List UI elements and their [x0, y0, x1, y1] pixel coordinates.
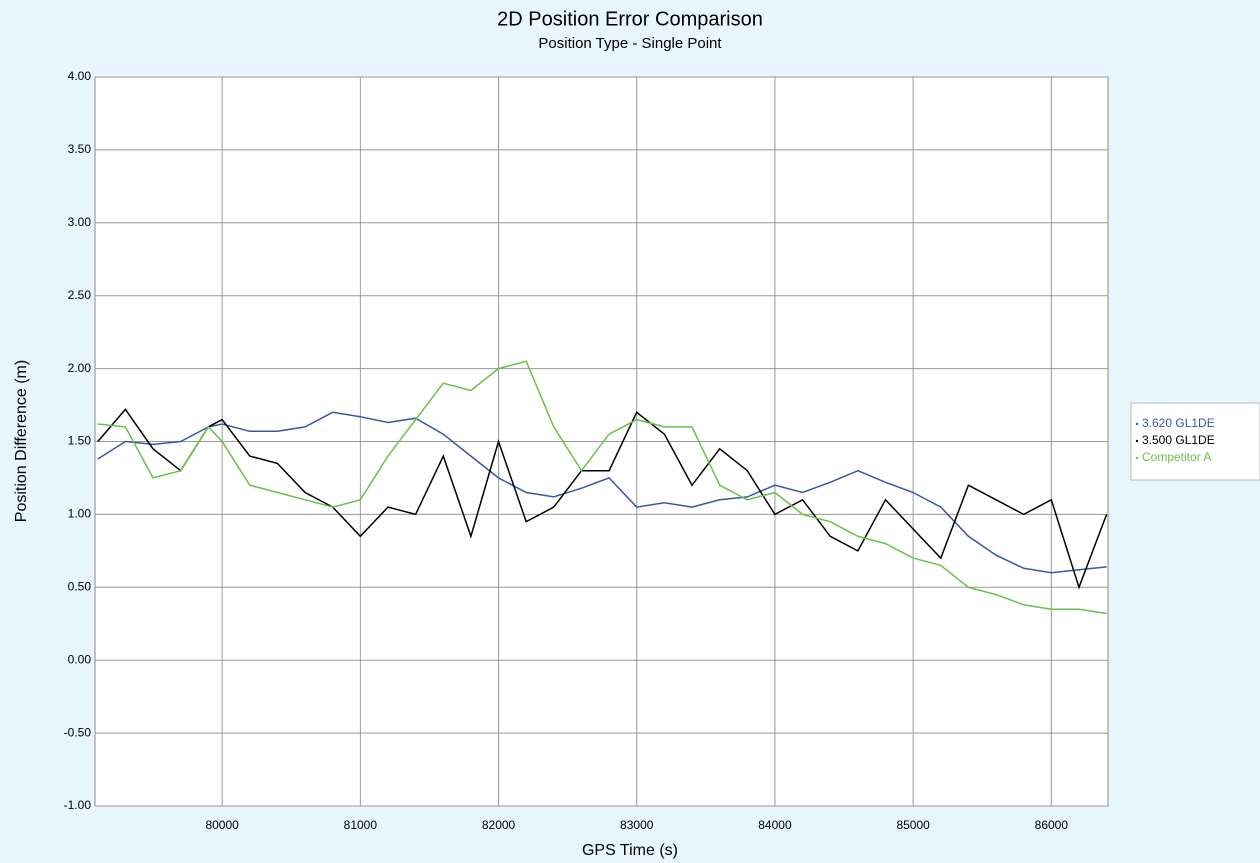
- x-tick-label: 84000: [758, 818, 792, 832]
- legend-label: 3.620 GL1DE: [1142, 416, 1215, 430]
- series-line: [97, 411, 1107, 574]
- x-tick-label: 81000: [344, 818, 378, 832]
- x-tick-label: 80000: [205, 818, 239, 832]
- y-tick-label: 3.00: [68, 215, 92, 229]
- y-tick-label: 1.50: [68, 434, 92, 448]
- y-tick-label: 3.50: [68, 142, 92, 156]
- y-tick-label: 2.50: [68, 288, 92, 302]
- x-tick-label: 86000: [1035, 818, 1069, 832]
- y-tick-label: -0.50: [64, 725, 92, 739]
- x-tick-label: 85000: [896, 818, 930, 832]
- legend-marker: [1135, 439, 1139, 443]
- y-tick-label: 4.00: [68, 69, 92, 83]
- y-tick-label: 0.00: [68, 652, 92, 666]
- series-line: [97, 360, 1107, 615]
- x-tick-label: 82000: [482, 818, 516, 832]
- legend-marker: [1135, 456, 1139, 460]
- y-tick-label: 1.00: [68, 507, 92, 521]
- y-axis-label: Position Difference (m): [13, 360, 30, 522]
- legend-label: 3.500 GL1DE: [1142, 433, 1215, 447]
- series-line: [97, 408, 1108, 590]
- y-tick-label: 0.50: [68, 579, 92, 593]
- y-tick-label: -1.00: [64, 798, 92, 812]
- x-tick-label: 83000: [620, 818, 654, 832]
- legend-label: Competitor A: [1142, 450, 1211, 464]
- legend: [1130, 402, 1260, 481]
- x-axis-label: GPS Time (s): [582, 842, 678, 859]
- legend-marker: [1135, 422, 1139, 426]
- chart-subtitle: Position Type - Single Point: [538, 35, 722, 52]
- y-tick-label: 2.00: [68, 361, 92, 375]
- chart-title: 2D Position Error Comparison: [497, 8, 763, 30]
